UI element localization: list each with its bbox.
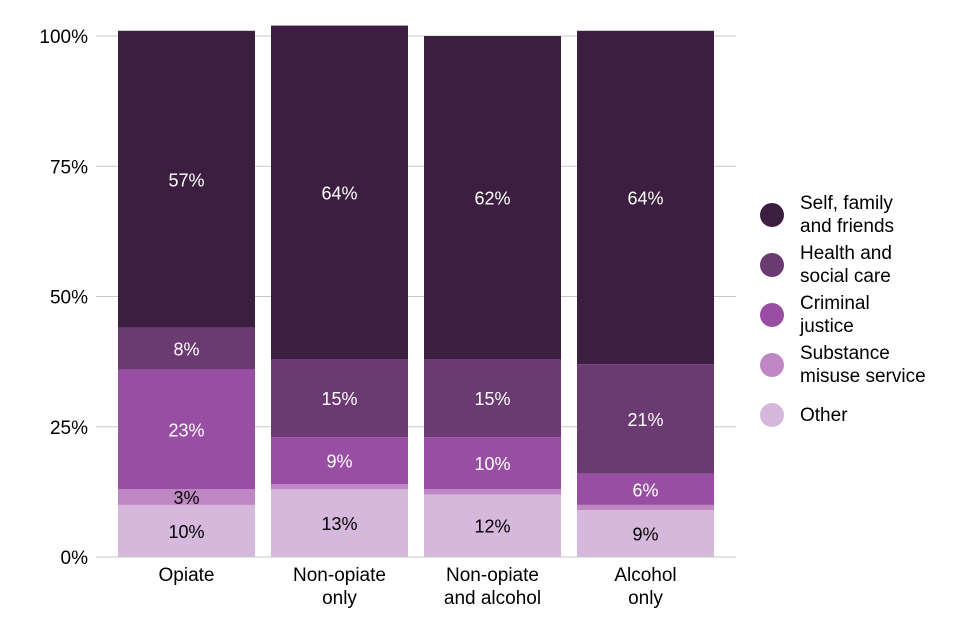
y-axis: 0% 25% 50% 75% 100%: [39, 27, 88, 569]
x-tick-label: Non-opiate and alcohol: [444, 565, 541, 609]
y-tick-label: 0%: [61, 548, 89, 569]
bar-segment: [118, 327, 255, 370]
legend-label: Criminal justice: [800, 293, 870, 337]
legend-label: Health and social care: [800, 243, 892, 287]
data-label: 64%: [321, 183, 357, 203]
data-label: 8%: [173, 340, 199, 360]
legend-swatch: [760, 403, 784, 427]
bar-segment: [577, 504, 714, 511]
data-label: 15%: [474, 389, 510, 409]
data-label: 21%: [627, 410, 663, 430]
y-tick-label: 75%: [50, 157, 88, 178]
bars: 10% 3% 23% 8% 57% 13% 9% 15% 64% 12% 10% 15% 62% 9% 6%…: [118, 25, 714, 557]
data-label: 10%: [168, 522, 204, 542]
bar-segment: [424, 494, 561, 557]
data-label: 15%: [321, 389, 357, 409]
data-label: 3%: [173, 488, 199, 508]
legend-item: Other: [760, 392, 956, 438]
bar-segment: [118, 489, 255, 505]
data-label: 57%: [168, 170, 204, 190]
data-label: 13%: [321, 514, 357, 534]
data-label: 12%: [474, 517, 510, 537]
bar-segment: [271, 484, 408, 490]
bar-segment: [424, 437, 561, 490]
bar-segment: [271, 489, 408, 557]
data-label: 62%: [474, 189, 510, 209]
data-label: 9%: [326, 452, 352, 472]
bar-segment: [577, 364, 714, 474]
data-label: 23%: [168, 420, 204, 440]
bar-segment: [118, 369, 255, 490]
data-label: 64%: [627, 189, 663, 209]
bar-segment: [424, 359, 561, 438]
legend-swatch: [760, 253, 784, 277]
legend-swatch: [760, 353, 784, 377]
x-tick-label: Opiate: [159, 565, 215, 586]
y-tick-label: 25%: [50, 418, 88, 439]
legend-label: Substance misuse service: [800, 343, 926, 387]
legend-item: Substance misuse service: [760, 342, 956, 388]
bar-segment: [424, 489, 561, 495]
legend-item: Self, family and friends: [760, 192, 956, 238]
x-tick-label: Non-opiate only: [293, 565, 386, 609]
bar-segment: [118, 30, 255, 328]
bar-segment: [577, 510, 714, 557]
legend-swatch: [760, 303, 784, 327]
x-tick-label: Alcohol only: [614, 565, 676, 609]
bar-segment: [577, 473, 714, 505]
x-axis: Opiate Non-opiate only Non-opiate and alcoho…: [96, 556, 736, 609]
legend-label: Self, family and friends: [800, 193, 895, 237]
legend-label: Other: [800, 404, 848, 426]
legend-swatch: [760, 203, 784, 227]
data-label: 6%: [632, 480, 658, 500]
y-tick-label: 50%: [50, 288, 88, 309]
legend-item: Health and social care: [760, 242, 956, 288]
legend: Self, family and friends Health and socia…: [760, 192, 956, 442]
bar-segment: [271, 359, 408, 438]
data-label: 9%: [632, 525, 658, 545]
legend-item: Criminal justice: [760, 292, 956, 338]
bar-segment: [271, 437, 408, 485]
bar-segment: [577, 30, 714, 365]
y-tick-label: 100%: [39, 27, 88, 48]
bar-segment: [271, 25, 408, 360]
bar-segment: [118, 504, 255, 557]
data-label: 10%: [474, 454, 510, 474]
bar-segment: [424, 36, 561, 360]
